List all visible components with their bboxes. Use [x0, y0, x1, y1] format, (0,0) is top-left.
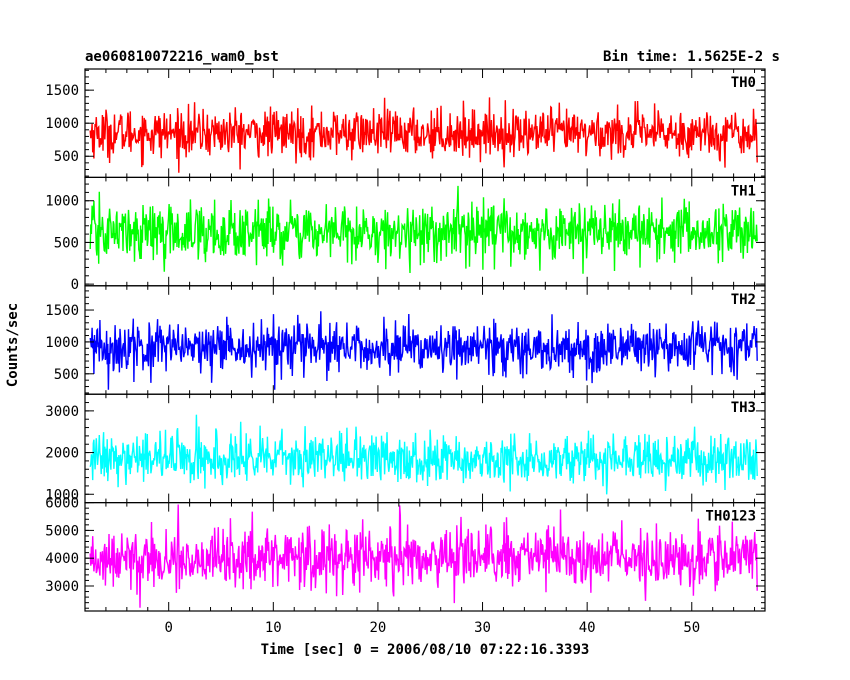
- y-tick-label: 4000: [45, 551, 79, 567]
- y-tick-label: 2000: [45, 446, 79, 462]
- panel-label-th3: TH3: [731, 400, 756, 416]
- y-tick-label: 1500: [45, 83, 79, 99]
- x-tick-label: 10: [265, 620, 282, 636]
- series-line-th0: [89, 97, 758, 173]
- y-tick-label: 1000: [45, 194, 79, 210]
- y-tick-label: 500: [54, 235, 79, 251]
- x-tick-label: 40: [579, 620, 596, 636]
- y-tick-label: 6000: [45, 496, 79, 512]
- panel-frame-th0123: [84, 502, 766, 612]
- y-tick-label: 1000: [45, 335, 79, 351]
- y-tick-label: 1500: [45, 303, 79, 319]
- series-line-th3: [89, 414, 758, 495]
- panel-label-th1: TH1: [731, 183, 756, 199]
- panel-label-th0123: TH0123: [705, 509, 756, 525]
- y-tick-label: 3000: [45, 579, 79, 595]
- panels-group: 50010001500TH005001000TH150010001500TH21…: [45, 68, 766, 636]
- series-line-th1: [89, 185, 758, 274]
- y-tick-label: 500: [54, 149, 79, 165]
- x-axis-label: Time [sec] 0 = 2006/08/10 07:22:16.3393: [261, 642, 590, 658]
- series-line-th0123: [89, 504, 758, 608]
- x-tick-label: 20: [369, 620, 386, 636]
- bin-time-label: Bin time: 1.5625E-2 s: [603, 49, 780, 65]
- y-tick-label: 500: [54, 367, 79, 383]
- y-tick-label: 1000: [45, 116, 79, 132]
- x-tick-label: 0: [164, 620, 172, 636]
- y-tick-label: 3000: [45, 404, 79, 420]
- y-tick-label: 5000: [45, 523, 79, 539]
- panel-label-th0: TH0: [731, 75, 756, 91]
- y-tick-label: 1000: [45, 487, 79, 503]
- x-tick-label: 30: [474, 620, 491, 636]
- panel-label-th2: TH2: [731, 292, 756, 308]
- x-tick-label: 50: [683, 620, 700, 636]
- y-axis-label: Counts/sec: [5, 303, 21, 387]
- chart-title: ae060810072216_wam0_bst: [85, 49, 279, 65]
- series-line-th2: [89, 311, 758, 390]
- panel-frame-th0: [84, 68, 766, 179]
- y-tick-label: 0: [71, 277, 79, 293]
